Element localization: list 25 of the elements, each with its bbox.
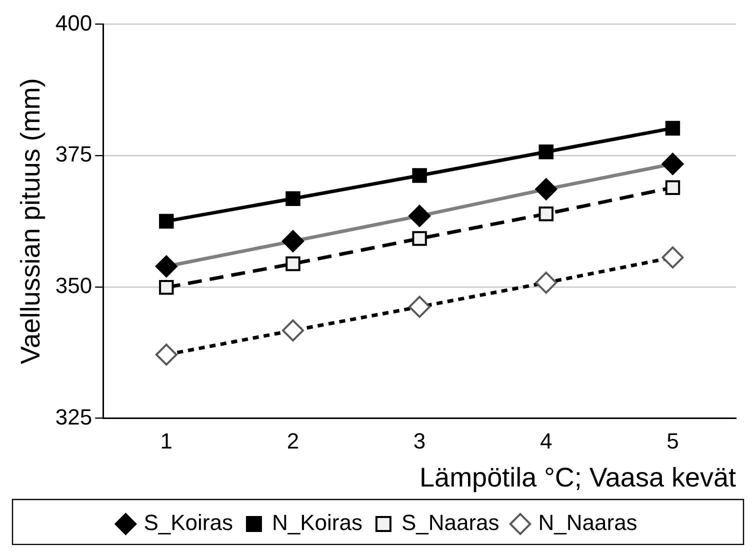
legend-label: N_Naaras (538, 510, 638, 536)
y-axis-title: Vaellussian pituus (mm) (16, 78, 46, 364)
point (286, 256, 300, 272)
y-tick-label: 400 (55, 10, 92, 36)
y-tick-label: 325 (55, 404, 92, 430)
point (286, 191, 300, 206)
point (665, 120, 680, 136)
point (159, 214, 174, 229)
legend-label: S_Koiras (144, 510, 233, 536)
point (538, 144, 554, 160)
x-tick-label: 4 (540, 428, 552, 454)
point (538, 206, 554, 222)
x-tick-label: 5 (666, 428, 679, 454)
x-axis-title: Lämpötila °C; Vaasa kevät (420, 462, 736, 492)
point (665, 180, 680, 195)
point (159, 280, 174, 295)
legend-label: N_Koiras (272, 510, 362, 536)
x-tick-label: 1 (160, 428, 173, 454)
y-tick-label: 350 (55, 272, 92, 298)
x-tick-label: 3 (413, 428, 426, 454)
point (412, 231, 427, 246)
legend-label: S_Naaras (401, 510, 500, 536)
point (412, 168, 427, 183)
y-tick-label: 375 (55, 142, 92, 167)
x-tick-label: 2 (286, 428, 300, 454)
